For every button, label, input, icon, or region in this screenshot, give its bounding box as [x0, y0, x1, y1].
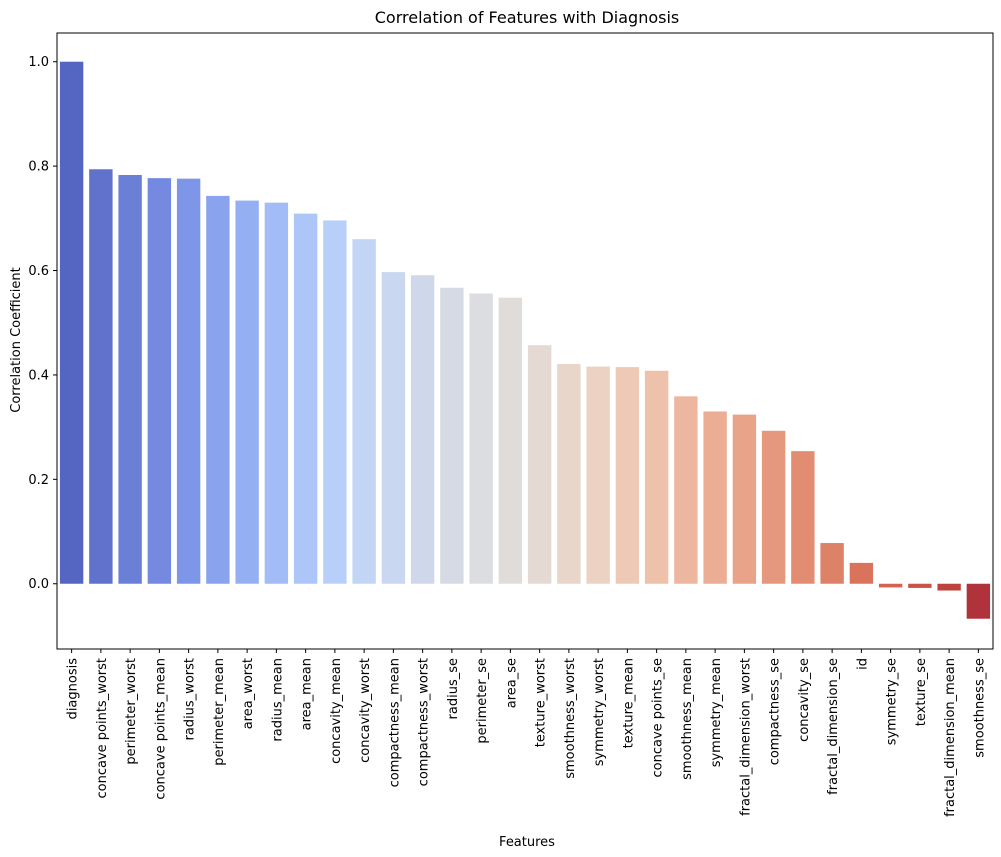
bar-compactness-mean: [381, 272, 406, 584]
bar-compactness-se: [761, 430, 786, 584]
x-tick-label: diagnosis: [66, 658, 81, 720]
x-tick-label: smoothness_worst: [563, 658, 578, 779]
x-tick-label: concavity_mean: [329, 658, 344, 764]
y-tick-label: 0.2: [28, 473, 49, 488]
bar-smoothness-mean: [674, 396, 698, 584]
bar-radius-mean: [264, 202, 289, 584]
y-tick-label: 0.8: [28, 160, 49, 175]
x-tick-label: perimeter_worst: [124, 658, 139, 765]
bar-concave-points-mean: [147, 178, 172, 584]
bar-smoothness-se: [966, 583, 991, 619]
bar-area-mean: [293, 213, 318, 584]
x-tick-label: id: [855, 658, 870, 670]
bar-concavity-mean: [323, 220, 347, 584]
x-tick-label: radius_se: [446, 658, 461, 719]
bar-concavity-se: [791, 451, 815, 584]
x-tick-label: symmetry_se: [885, 658, 900, 745]
x-tick-label: texture_mean: [621, 658, 636, 748]
x-tick-label: radius_worst: [183, 658, 198, 741]
x-tick-label: concave points_mean: [153, 658, 168, 800]
x-tick-label: texture_se: [914, 658, 929, 726]
x-tick-label: radius_mean: [270, 658, 285, 742]
bar-fractal-dimension-worst: [732, 414, 757, 584]
x-tick-label: smoothness_mean: [680, 658, 695, 780]
bars-group: [59, 61, 991, 619]
x-tick-label: fractal_dimension_mean: [943, 658, 958, 817]
chart-title: Correlation of Features with Diagnosis: [375, 8, 680, 27]
bar-compactness-worst: [410, 275, 435, 584]
x-tick-label: symmetry_worst: [592, 658, 607, 766]
bar-symmetry-worst: [586, 366, 610, 584]
x-tick-label: smoothness_se: [972, 658, 987, 758]
x-tick-label: concavity_se: [797, 658, 812, 742]
x-tick-label: texture_worst: [534, 658, 549, 747]
x-tick-label: fractal_dimension_se: [826, 658, 841, 795]
bar-symmetry-mean: [703, 411, 727, 584]
bar-perimeter-worst: [118, 174, 142, 584]
bar-texture-se: [908, 583, 932, 588]
x-tick-label: area_se: [504, 658, 519, 708]
bar-texture-mean: [615, 367, 640, 584]
x-tick-label: compactness_worst: [417, 658, 432, 786]
bar-texture-worst: [527, 345, 552, 584]
x-tick-label: fractal_dimension_worst: [738, 658, 753, 816]
x-tick-label: compactness_se: [768, 658, 783, 765]
bar-area-worst: [235, 200, 259, 584]
bar-concavity-worst: [352, 239, 376, 584]
x-tick-label: area_worst: [241, 658, 256, 729]
x-tick-label: area_mean: [300, 658, 315, 730]
x-tick-label: perimeter_mean: [212, 658, 227, 766]
x-tick-label: concave points_se: [651, 658, 666, 777]
bar-smoothness-worst: [557, 363, 581, 584]
bar-fractal-dimension-mean: [937, 583, 961, 591]
bar-id: [849, 562, 874, 584]
x-tick-label: concave points_worst: [95, 658, 110, 799]
x-tick-label: symmetry_mean: [709, 658, 724, 767]
bar-area-se: [498, 297, 523, 584]
bar-diagnosis: [59, 61, 84, 584]
y-tick-label: 0.6: [28, 264, 49, 279]
y-tick-label: 1.0: [28, 55, 49, 70]
bar-perimeter-se: [469, 293, 493, 584]
x-tick-label: perimeter_se: [475, 658, 490, 744]
bar-radius-worst: [176, 178, 201, 584]
bar-radius-se: [440, 287, 464, 584]
bar-concave-points-worst: [89, 169, 113, 584]
bar-concave-points-se: [644, 370, 669, 584]
y-tick-label: 0.4: [28, 368, 49, 383]
bar-symmetry-se: [878, 583, 903, 588]
x-tick-label: concavity_worst: [358, 658, 373, 763]
x-tick-label: compactness_mean: [387, 658, 402, 787]
plot-frame: [56, 32, 994, 650]
y-axis: 0.0 0.2 0.4 0.6 0.8 1.0: [28, 55, 57, 592]
y-axis-label: Correlation Coefficient: [9, 267, 24, 413]
x-axis-label: Features: [499, 835, 555, 850]
bar-perimeter-mean: [206, 195, 230, 584]
x-axis: diagnosis concave points_worst perimeter_w…: [66, 649, 987, 817]
bar-fractal-dimension-se: [820, 543, 844, 584]
y-tick-label: 0.0: [28, 577, 49, 592]
